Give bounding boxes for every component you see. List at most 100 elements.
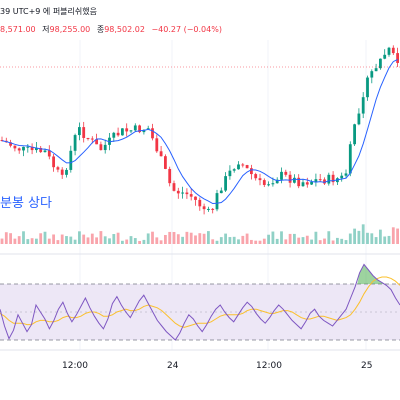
volume-bar <box>353 228 356 244</box>
candle-body <box>327 174 331 184</box>
volume-bar <box>379 229 382 244</box>
candle-body <box>73 135 77 151</box>
volume-bar <box>297 237 301 244</box>
volume-bar <box>327 231 331 244</box>
volume-bar <box>323 238 326 244</box>
volume-bar <box>387 235 391 244</box>
candle-body <box>9 142 12 146</box>
volume-bar <box>219 237 223 244</box>
volume-bar <box>361 224 365 244</box>
candle-body <box>164 156 167 169</box>
ohlc-high-value: 8,571.00 <box>0 25 36 34</box>
volume-bar <box>344 240 348 244</box>
candle-body <box>60 169 64 175</box>
candle-body <box>159 151 163 157</box>
candle-body <box>310 181 313 185</box>
candle-body <box>284 171 288 175</box>
volume-bar <box>340 238 344 244</box>
volume-bar <box>391 227 395 244</box>
candle-body <box>176 190 180 194</box>
candle-body <box>396 53 399 63</box>
volume-bar <box>129 236 133 244</box>
volume-bars <box>0 224 399 244</box>
candle-body <box>211 208 215 210</box>
x-tick-label: 12:00 <box>62 361 88 371</box>
candle-body <box>112 132 116 138</box>
volume-bar <box>133 238 137 244</box>
candle-body <box>155 138 159 152</box>
candle-body <box>26 146 30 148</box>
volume-bar <box>189 232 193 244</box>
volume-bar <box>146 233 150 244</box>
volume-bar <box>56 240 60 244</box>
candle-body <box>340 175 344 179</box>
candle-body <box>271 183 275 185</box>
volume-bar <box>103 236 107 244</box>
volume-bar <box>65 236 68 244</box>
candle-body <box>250 168 253 175</box>
volume-bar <box>293 233 296 244</box>
ohlc-close-label: 종 <box>96 25 105 34</box>
volume-bar <box>0 238 4 244</box>
candle-body <box>275 179 279 184</box>
candle-body <box>189 194 193 197</box>
candle-body <box>318 179 322 181</box>
candle-body <box>30 146 34 151</box>
volume-bar <box>194 235 197 244</box>
volume-bar <box>258 240 262 244</box>
price-candles <box>0 45 399 215</box>
candle-body <box>0 140 4 141</box>
volume-bar <box>224 233 227 244</box>
candle-body <box>353 124 356 145</box>
candle-body <box>245 165 249 169</box>
candle-body <box>293 177 296 183</box>
ohlc-change: −40.27 (−0.04%) <box>151 25 222 34</box>
volume-bar <box>366 232 369 244</box>
volume-bar <box>374 237 378 244</box>
volume-bar <box>172 232 176 244</box>
candle-body <box>387 47 391 55</box>
candle-body <box>99 144 103 151</box>
candle-body <box>374 68 378 72</box>
volume-bar <box>47 238 51 244</box>
x-tick-label: 24 <box>167 361 179 371</box>
volume-bar <box>305 235 309 244</box>
published-info: 39 UTC+9 에 퍼블리쉬했음 <box>0 6 97 17</box>
volume-bar <box>112 234 116 244</box>
candle-body <box>297 177 301 187</box>
candle-body <box>129 130 133 132</box>
candle-body <box>125 128 129 132</box>
volume-bar <box>69 236 73 244</box>
candle-body <box>267 184 270 186</box>
candle-body <box>254 174 258 179</box>
volume-bar <box>78 231 81 244</box>
candle-body <box>207 208 210 210</box>
volume-bar <box>176 234 180 244</box>
volume-bar <box>301 237 305 244</box>
volume-bar <box>202 233 206 244</box>
volume-bar <box>155 237 159 244</box>
volume-bar <box>138 240 141 244</box>
candle-body <box>65 169 68 175</box>
volume-bar <box>52 234 55 244</box>
candle-body <box>361 97 365 114</box>
candle-body <box>262 180 266 185</box>
volume-bar <box>245 233 249 244</box>
candle-body <box>194 196 197 200</box>
volume-bar <box>35 238 38 244</box>
volume-bar <box>82 234 86 244</box>
ohlc-legend: 8,571.00 저98,255.00 종98,502.02 −40.27 (−… <box>0 24 222 35</box>
volume-bar <box>95 237 98 244</box>
volume-bar <box>90 233 94 244</box>
volume-bar <box>211 239 215 244</box>
volume-bar <box>207 231 210 244</box>
volume-bar <box>198 233 202 244</box>
candle-body <box>138 125 141 133</box>
candle-body <box>383 54 387 59</box>
volume-bar <box>284 239 288 244</box>
candle-body <box>314 179 318 182</box>
candle-body <box>90 138 94 140</box>
candle-body <box>370 71 374 78</box>
